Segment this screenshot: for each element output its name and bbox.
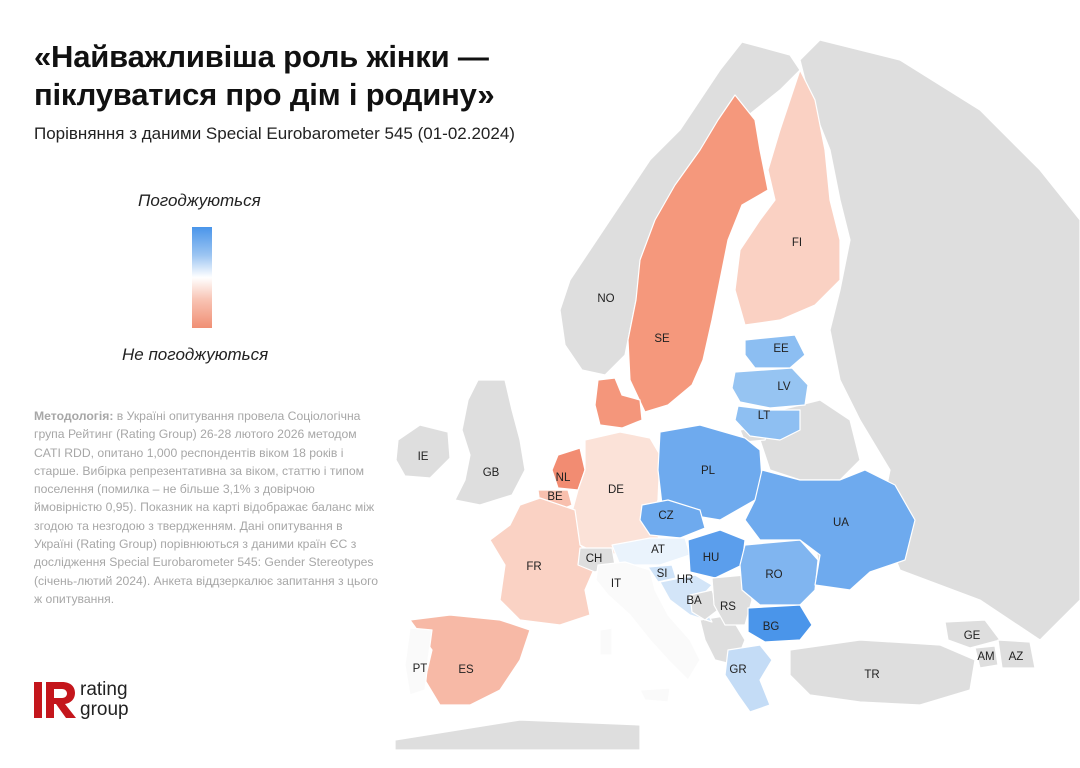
label-AT: AT: [651, 544, 665, 556]
label-UA: UA: [833, 517, 849, 529]
country-FI: [734, 69, 841, 326]
europe-map: NO SE FI EE LV LT IE GB NL BE DE PL CZ A…: [395, 39, 1080, 750]
label-TR: TR: [864, 669, 879, 681]
label-LV: LV: [777, 381, 791, 393]
label-GE: GE: [964, 630, 981, 642]
label-RO: RO: [765, 569, 782, 581]
legend-disagree-label: Не погоджуються: [122, 345, 269, 364]
label-BG: BG: [763, 621, 780, 633]
label-CZ: CZ: [658, 510, 673, 522]
country-IT-sicily: [639, 687, 671, 703]
label-NO: NO: [597, 293, 614, 305]
country-AZ: [997, 639, 1036, 669]
label-FI: FI: [792, 237, 802, 249]
country-GB: [454, 379, 526, 506]
label-PL: PL: [701, 465, 716, 477]
legend-color-scale: [192, 227, 212, 328]
rating-group-logo: rating group: [34, 680, 164, 720]
country-GR: [724, 644, 773, 713]
country-BG: [747, 604, 813, 643]
label-HU: HU: [703, 552, 720, 564]
country-UA: [744, 469, 916, 591]
country-FR: [489, 497, 599, 626]
country-BA: [689, 589, 719, 621]
country-russia: [799, 39, 1080, 641]
label-PT: PT: [413, 663, 428, 675]
country-LV: [731, 367, 809, 409]
label-NL: NL: [556, 472, 571, 484]
page-title: «Найважливіша роль жінки — піклуватися п…: [34, 38, 594, 114]
country-PT: [404, 627, 433, 696]
label-IT: IT: [611, 578, 621, 590]
label-EE: EE: [773, 343, 789, 355]
label-GR: GR: [729, 664, 746, 676]
label-BE: BE: [547, 491, 563, 503]
country-IE: [395, 424, 451, 479]
country-NO: [559, 41, 801, 376]
logo-wordmark: rating group: [80, 680, 129, 720]
title-line-2: піклуватися про дім і родину»: [34, 77, 495, 113]
label-LT: LT: [758, 410, 771, 422]
label-GB: GB: [483, 467, 500, 479]
country-DK: [594, 377, 643, 429]
label-AM: AM: [977, 651, 994, 663]
label-CH: CH: [586, 553, 603, 565]
country-TR: [789, 639, 976, 706]
page-subtitle: Порівняння з даними Special Eurobaromete…: [34, 124, 515, 143]
country-north-africa: [395, 719, 641, 750]
label-RS: RS: [720, 601, 736, 613]
legend-agree-label: Погоджуються: [138, 191, 261, 210]
label-IE: IE: [418, 451, 429, 463]
country-IT: [595, 561, 701, 681]
methodology-note: Методологія: в Україні опитування провел…: [34, 407, 382, 608]
label-HR: HR: [677, 574, 694, 586]
label-DE: DE: [608, 484, 624, 496]
country-LT: [734, 405, 801, 441]
label-BA: BA: [686, 595, 702, 607]
country-IT-sardinia: [599, 627, 613, 656]
label-SI: SI: [657, 568, 668, 580]
label-FR: FR: [526, 561, 541, 573]
methodology-text: в Україні опитування провела Соціологічн…: [34, 409, 379, 606]
country-SE: [627, 94, 769, 413]
country-SI: [647, 564, 677, 583]
country-GE: [944, 619, 1001, 649]
methodology-label: Методологія:: [34, 409, 114, 423]
logo-line-1: rating: [80, 679, 128, 700]
logo-line-2: group: [80, 699, 129, 720]
label-AZ: AZ: [1009, 651, 1024, 663]
country-CZ: [639, 499, 706, 539]
country-AM: [974, 645, 999, 669]
title-line-1: «Найважливіша роль жінки —: [34, 39, 489, 74]
label-ES: ES: [458, 664, 474, 676]
rating-logo-mark-icon: [34, 682, 76, 718]
label-SE: SE: [654, 333, 670, 345]
